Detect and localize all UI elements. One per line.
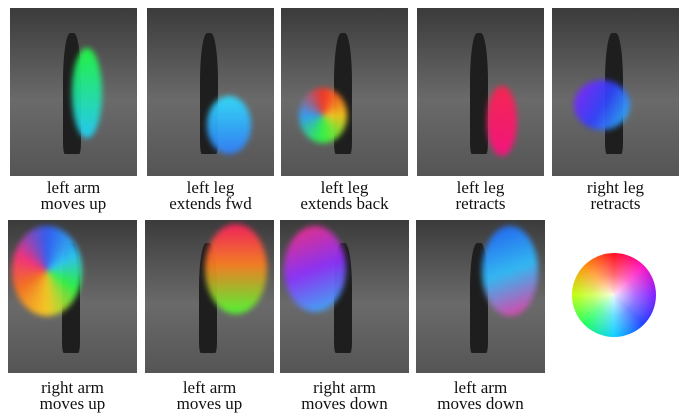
caption-line: moves up [0,196,147,212]
image-panel [147,8,274,176]
caption-line: moves up [135,396,284,412]
image-panel [145,220,274,373]
motion-segment [482,226,538,316]
caption-line: moves down [406,396,555,412]
image-panel [10,8,137,176]
caption-line: retracts [542,196,679,212]
figure-silhouette [470,33,488,154]
motion-segment [574,80,630,130]
image-panel [280,220,409,373]
color-wheel [572,253,656,337]
motion-segment [487,86,517,156]
image-panel [281,8,408,176]
image-panel [416,220,545,373]
motion-segment [12,226,82,316]
motion-segment [207,96,251,154]
motion-segment [284,226,346,312]
motion-segment [205,224,267,314]
image-panel [417,8,544,176]
caption-line: moves up [0,396,147,412]
caption-line: extends back [271,196,418,212]
motion-segment [299,88,347,143]
motion-segment [72,48,102,138]
image-panel [552,8,679,176]
caption-line: retracts [407,196,554,212]
figure: left armmoves upleft legextends fwdleft … [0,0,679,416]
image-panel [8,220,137,373]
caption-line: extends fwd [137,196,284,212]
caption-line: moves down [270,396,419,412]
